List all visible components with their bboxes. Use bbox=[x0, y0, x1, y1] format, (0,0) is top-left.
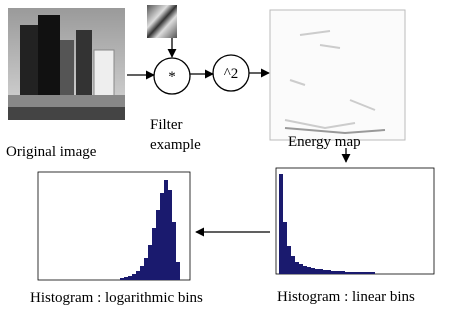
convolution-operator: * bbox=[168, 69, 176, 85]
log-histogram bbox=[38, 172, 190, 280]
square-operator: ^2 bbox=[224, 66, 239, 82]
log-histogram-label: Histogram : logarithmic bins bbox=[30, 290, 203, 306]
filter-label: Filter bbox=[150, 117, 183, 133]
energy-map bbox=[270, 10, 405, 140]
linear-histogram bbox=[276, 168, 434, 274]
filter-thumbnail bbox=[147, 5, 177, 38]
diagram: Original image * ^2 Filter example Energ… bbox=[0, 0, 451, 309]
filter-label: example bbox=[150, 137, 201, 153]
original-image bbox=[8, 8, 125, 120]
energy-map-label: Energy map bbox=[288, 134, 361, 150]
original-image-label: Original image bbox=[6, 144, 97, 160]
linear-histogram-label: Histogram : linear bins bbox=[277, 289, 415, 305]
